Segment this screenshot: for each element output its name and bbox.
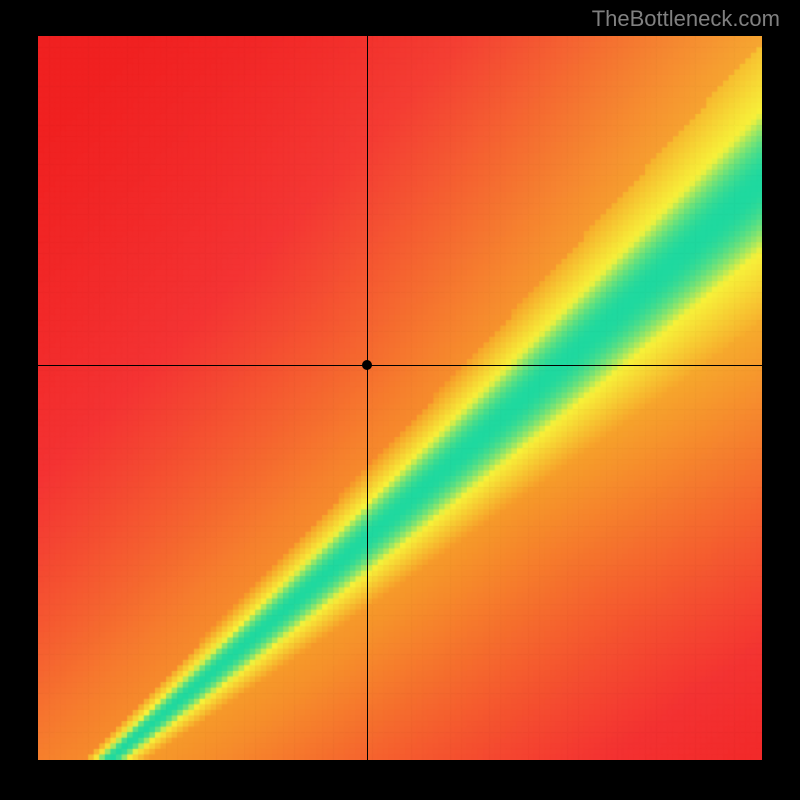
- bottleneck-heatmap: [38, 36, 762, 760]
- watermark-text: TheBottleneck.com: [592, 6, 780, 32]
- crosshair-horizontal: [38, 365, 762, 366]
- crosshair-vertical: [367, 36, 368, 760]
- data-point-marker: [362, 360, 372, 370]
